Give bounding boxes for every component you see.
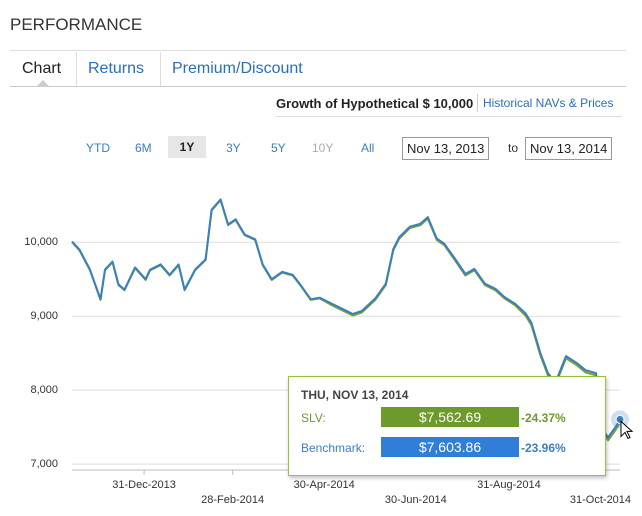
x-tick-label: 31-Aug-2014 (477, 479, 541, 491)
tab[interactable]: Returns (88, 60, 145, 77)
date-input[interactable]: Nov 13, 2013 (402, 137, 490, 160)
page-title: PERFORMANCE (10, 15, 143, 34)
range-button[interactable]: 3Y (226, 141, 241, 155)
range-button[interactable]: 1Y (168, 136, 206, 158)
y-tick-label: 10,000 (24, 236, 58, 248)
tooltip-value: $7,562.69 (381, 407, 519, 427)
range-button[interactable]: 5Y (271, 141, 286, 155)
hover-marker (615, 414, 625, 424)
y-tick-label: 8,000 (30, 384, 58, 396)
range-button[interactable]: YTD (86, 141, 110, 155)
x-tick-label: 30-Jun-2014 (385, 494, 447, 506)
tooltip-value: $7,603.86 (381, 437, 519, 457)
date-separator: to (508, 141, 519, 155)
tab[interactable]: Premium/Discount (172, 60, 303, 77)
range-button[interactable]: 6M (135, 141, 152, 155)
tooltip-change: -24.37% (521, 411, 566, 425)
range-button[interactable]: All (361, 141, 375, 155)
tab[interactable]: Chart (22, 60, 62, 77)
x-tick-label: 30-Apr-2014 (294, 479, 355, 491)
divider (10, 50, 626, 51)
divider (10, 86, 626, 87)
tooltip-series: SLV: (301, 411, 326, 425)
x-tick-label: 31-Dec-2013 (112, 479, 176, 491)
subtab[interactable]: Growth of Hypothetical $ 10,000 (276, 96, 474, 111)
date-input[interactable]: Nov 13, 2014 (525, 137, 613, 160)
tab-caret (37, 80, 49, 86)
tooltip-series: Benchmark: (301, 441, 366, 455)
series-line (71, 198, 621, 439)
x-tick-label: 28-Feb-2014 (201, 494, 264, 506)
tooltip: THU, NOV 13, 2014 SLV: $7,562.69 -24.37%… (288, 376, 606, 476)
cursor (620, 420, 634, 440)
tab-separator (76, 52, 77, 86)
divider (276, 116, 622, 117)
tab-separator (160, 52, 161, 86)
y-tick-label: 7,000 (30, 458, 58, 470)
range-button[interactable]: 10Y (312, 141, 334, 155)
subtab[interactable]: Historical NAVs & Prices (483, 96, 614, 110)
tooltip-change: -23.96% (521, 441, 566, 455)
y-tick-label: 9,000 (30, 310, 58, 322)
subtab-separator (477, 94, 478, 112)
x-tick-label: 31-Oct-2014 (570, 494, 631, 506)
tooltip-date: THU, NOV 13, 2014 (301, 388, 409, 402)
